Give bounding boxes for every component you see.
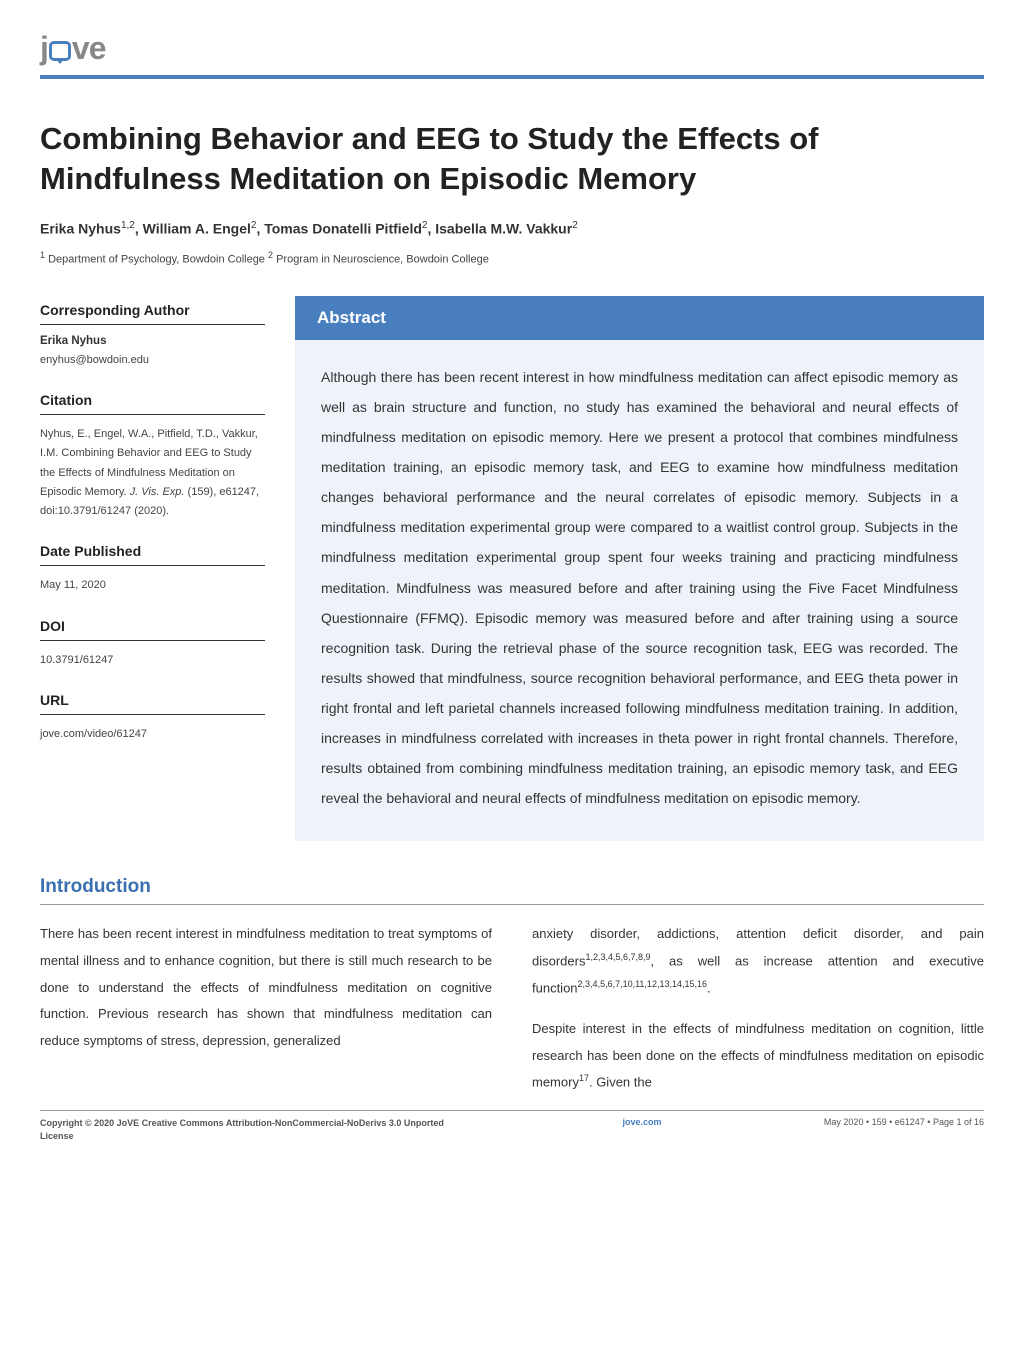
logo-speech-bubble-icon <box>49 41 71 61</box>
logo-suffix: ve <box>72 30 106 67</box>
url-heading: URL <box>40 692 265 715</box>
doi-value: 10.3791/61247 <box>40 651 265 670</box>
introduction-columns: There has been recent interest in mindfu… <box>40 921 984 1096</box>
corresponding-author-heading: Corresponding Author <box>40 302 265 325</box>
citation-text: Nyhus, E., Engel, W.A., Pitfield, T.D., … <box>40 425 265 521</box>
author-list: Erika Nyhus1,2, William A. Engel2, Tomas… <box>40 220 984 237</box>
footer-site-link[interactable]: jove.com <box>622 1117 661 1127</box>
url-value: jove.com/video/61247 <box>40 725 265 744</box>
corresponding-author-email: enyhus@bowdoin.edu <box>40 351 265 370</box>
abstract-header: Abstract <box>295 296 984 340</box>
article-title: Combining Behavior and EEG to Study the … <box>40 119 984 200</box>
date-published-value: May 11, 2020 <box>40 576 265 595</box>
main-grid: Corresponding Author Erika Nyhus enyhus@… <box>40 296 984 841</box>
header-logo-row: j ve <box>40 30 984 67</box>
footer-page-info: May 2020 • 159 • e61247 • Page 1 of 16 <box>824 1117 984 1127</box>
article-page: j ve Combining Behavior and EEG to Study… <box>0 0 1024 1162</box>
doi-heading: DOI <box>40 618 265 641</box>
header-rule <box>40 75 984 79</box>
intro-paragraph-2: anxiety disorder, addictions, attention … <box>532 921 984 1002</box>
logo-prefix: j <box>40 30 48 67</box>
introduction-heading: Introduction <box>40 876 984 905</box>
date-published-heading: Date Published <box>40 543 265 566</box>
footer-copyright: Copyright © 2020 JoVE Creative Commons A… <box>40 1117 460 1142</box>
jove-logo: j ve <box>40 30 105 67</box>
intro-paragraph-1: There has been recent interest in mindfu… <box>40 921 492 1054</box>
sidebar: Corresponding Author Erika Nyhus enyhus@… <box>40 296 265 841</box>
page-footer: Copyright © 2020 JoVE Creative Commons A… <box>40 1110 984 1142</box>
affiliation-list: 1 Department of Psychology, Bowdoin Coll… <box>40 250 984 266</box>
abstract-body: Although there has been recent interest … <box>295 340 984 841</box>
abstract-section: Abstract Although there has been recent … <box>295 296 984 841</box>
intro-paragraph-3: Despite interest in the effects of mindf… <box>532 1016 984 1096</box>
corresponding-author-name: Erika Nyhus <box>40 335 265 347</box>
citation-heading: Citation <box>40 392 265 415</box>
